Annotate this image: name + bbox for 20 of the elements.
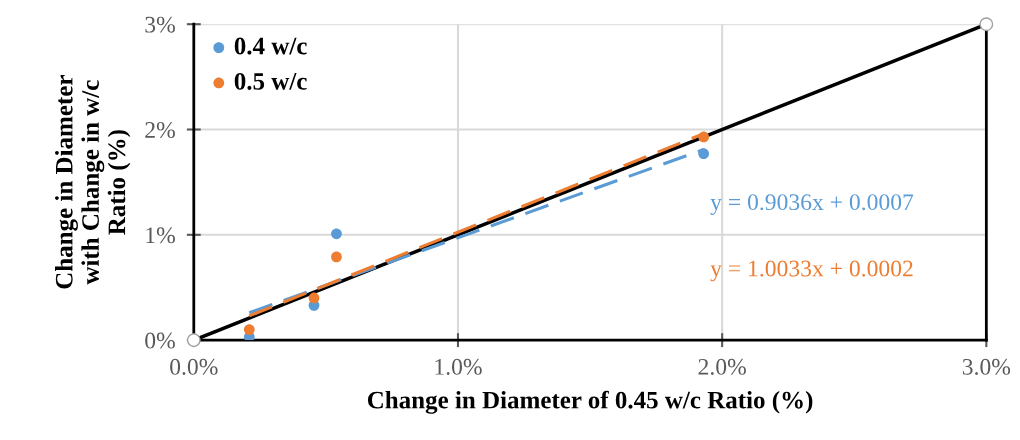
y-tick-label: 3% xyxy=(145,16,175,33)
point xyxy=(698,148,710,160)
legend-label: 0.5 w/c xyxy=(234,72,307,90)
x-tick-label: 3.0% xyxy=(962,358,1011,375)
point xyxy=(698,131,710,143)
y-axis-title: Change in Diameter with Change in w/c Ratio (%) xyxy=(55,75,131,289)
x-axis-title: Change in Diameter of 0.45 w/c Ratio (%) xyxy=(367,390,813,414)
y-tick-label: 0% xyxy=(145,332,175,349)
x-tick-label: 0.0% xyxy=(170,358,218,375)
y-tick-label: 2% xyxy=(145,122,175,139)
x-tick-label: 1.0% xyxy=(435,358,482,375)
annotation: y = 0.9036x + 0.0007 xyxy=(710,194,914,215)
point xyxy=(308,292,320,304)
point xyxy=(331,228,342,240)
annotation: y = 1.0033x + 0.0002 xyxy=(710,260,913,282)
point xyxy=(331,251,342,263)
point xyxy=(243,324,255,335)
legend-label: 0.4 w/c xyxy=(234,37,307,55)
y-tick-label: 1% xyxy=(146,227,175,244)
x-tick-label: 2.0% xyxy=(698,358,746,375)
